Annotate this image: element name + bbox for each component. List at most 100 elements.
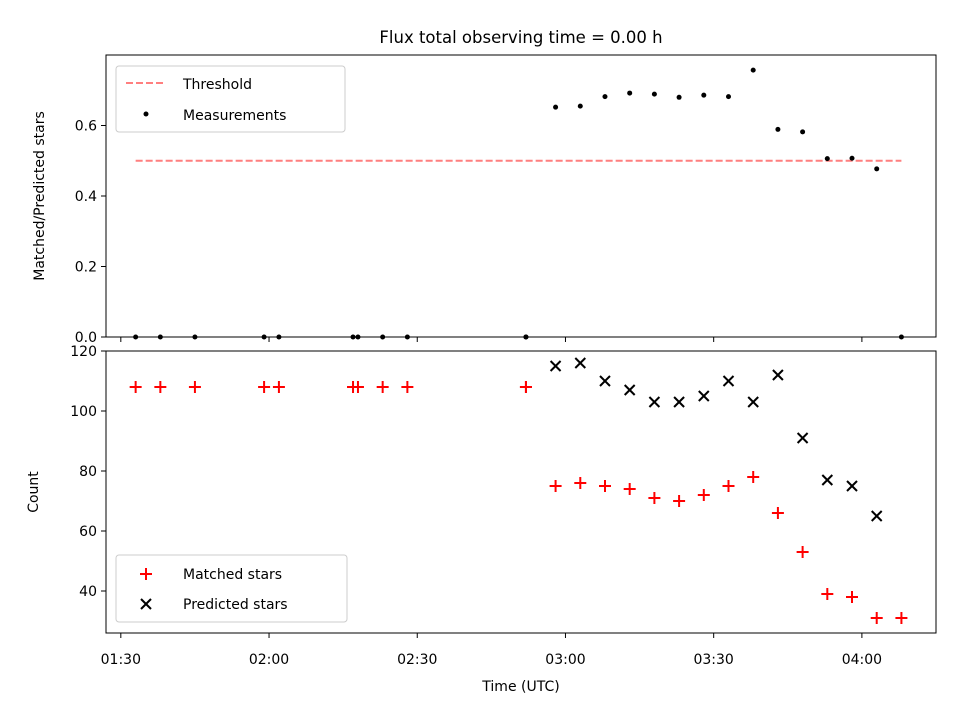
x-tick-label-3: 03:00	[545, 652, 585, 668]
matched-star-point-0	[129, 381, 142, 393]
measurement-point-18	[726, 94, 731, 100]
x-axis-label: Time (UTC)	[481, 679, 559, 695]
measurement-point-13	[602, 94, 608, 100]
matched-star-point-22	[821, 588, 834, 600]
matched-star-point-16	[673, 495, 686, 507]
measurement-point-22	[824, 156, 830, 162]
bottom-y-axis-label: Count	[26, 471, 42, 513]
measurement-point-11	[553, 104, 559, 110]
matched-star-point-2	[188, 381, 201, 393]
top-x-axis-ticks	[120, 337, 863, 342]
predicted-star-mark-b	[747, 396, 759, 408]
legend-matched-swatch	[140, 568, 152, 580]
legend-matched-label: Matched stars	[183, 567, 282, 583]
top-y-axis: 0.0 0.2 0.4 0.6	[75, 119, 106, 346]
matched-star-point-21	[796, 546, 809, 558]
measurement-point-17	[701, 92, 707, 98]
predicted-star-mark-b	[623, 384, 636, 396]
predicted-star-mark-b	[722, 375, 735, 387]
bottom-legend-box	[115, 554, 348, 623]
x-tick-label-1: 02:00	[249, 652, 289, 668]
measurement-point-20	[775, 126, 781, 132]
matched-star-point-17	[697, 489, 710, 501]
predicted-star-point-9	[772, 369, 784, 381]
top-y-axis-label: Matched/Predicted stars	[32, 111, 48, 281]
measurement-point-23	[849, 155, 855, 161]
matched-star-point-18	[722, 480, 735, 492]
predicted-star-mark-b	[796, 432, 809, 444]
bottom-y-tick-label-3: 100	[70, 404, 97, 420]
measurement-point-15	[651, 91, 657, 97]
measurement-point-21	[800, 129, 806, 135]
bottom-panel: 40 60 80 100 120 01:30 02:00 02:30 03:00 03:30 04…	[26, 344, 937, 695]
top-legend: Threshold Measurements	[115, 65, 346, 133]
x-tick-label-5: 04:00	[842, 652, 882, 668]
matched-star-point-24	[870, 612, 883, 624]
legend-threshold-label: Threshold	[182, 77, 252, 93]
legend-predicted-label: Predicted stars	[183, 597, 288, 613]
matched-star-point-19	[747, 471, 760, 483]
predicted-star-point-10	[796, 432, 809, 444]
predicted-star-point-8	[747, 396, 759, 408]
matched-star-point-1	[154, 381, 167, 393]
matched-star-point-4	[272, 381, 285, 393]
bottom-legend: Matched stars Predicted stars	[115, 554, 348, 623]
top-legend-box	[115, 65, 346, 133]
predicted-star-mark-b	[574, 357, 586, 369]
matched-star-point-7	[376, 381, 389, 393]
matched-star-point-12	[574, 477, 587, 489]
bottom-axes-frame	[105, 350, 937, 634]
matched-star-point-8	[401, 381, 414, 393]
matched-star-point-10	[519, 381, 532, 393]
predicted-star-point-6	[698, 390, 710, 402]
predicted-star-mark-b	[549, 360, 562, 372]
matched-star-point-25	[895, 612, 908, 624]
matched-star-point-14	[623, 483, 636, 495]
matched-star-point-11	[549, 480, 562, 492]
measurement-point-16	[676, 94, 682, 100]
predicted-star-point-5	[673, 396, 685, 408]
top-y-tick-label-0: 0.0	[75, 330, 97, 346]
predicted-star-mark-b	[821, 474, 834, 486]
bottom-y-tick-label-4: 120	[70, 344, 97, 360]
figure-title: Flux total observing time = 0.00 h	[379, 28, 662, 47]
measurement-point-14	[627, 90, 633, 96]
predicted-star-mark-b	[772, 369, 784, 381]
legend-measurements-swatch	[143, 111, 149, 117]
measurement-point-24	[874, 166, 880, 172]
predicted-star-mark-b	[846, 480, 858, 492]
bottom-plot-area	[129, 357, 908, 624]
measurement-point-19	[750, 67, 756, 73]
predicted-star-point-2	[599, 375, 611, 387]
matched-star-point-6	[351, 381, 364, 393]
predicted-star-mark-b	[599, 375, 611, 387]
predicted-star-point-0	[549, 360, 562, 372]
bottom-y-tick-label-0: 40	[79, 584, 97, 600]
bottom-y-axis: 40 60 80 100 120	[70, 344, 106, 600]
predicted-star-point-13	[871, 510, 883, 522]
top-y-tick-label-3: 0.6	[75, 119, 97, 135]
predicted-star-point-3	[623, 384, 636, 396]
legend-predicted-swatch	[140, 598, 152, 610]
top-y-tick-label-2: 0.4	[75, 189, 97, 205]
x-tick-label-2: 02:30	[397, 652, 437, 668]
x-tick-label-0: 01:30	[101, 652, 141, 668]
top-y-tick-label-1: 0.2	[75, 260, 97, 276]
matched-star-point-3	[258, 381, 271, 393]
predicted-star-point-11	[821, 474, 834, 486]
predicted-star-mark-b	[648, 396, 661, 408]
bottom-y-tick-label-2: 80	[79, 464, 97, 480]
matched-star-point-13	[598, 480, 611, 492]
predicted-star-mark-b	[871, 510, 883, 522]
x-tick-label-4: 03:30	[693, 652, 733, 668]
measurement-point-12	[577, 103, 583, 109]
predicted-star-point-4	[648, 396, 661, 408]
predicted-star-point-7	[722, 375, 735, 387]
predicted-star-mark-b	[673, 396, 685, 408]
legend-measurements-label: Measurements	[183, 108, 286, 124]
predicted-star-point-12	[846, 480, 858, 492]
bottom-x-axis: 01:30 02:00 02:30 03:00 03:30 04:00	[101, 633, 882, 668]
matched-star-point-20	[771, 507, 784, 519]
predicted-star-mark-b	[698, 390, 710, 402]
